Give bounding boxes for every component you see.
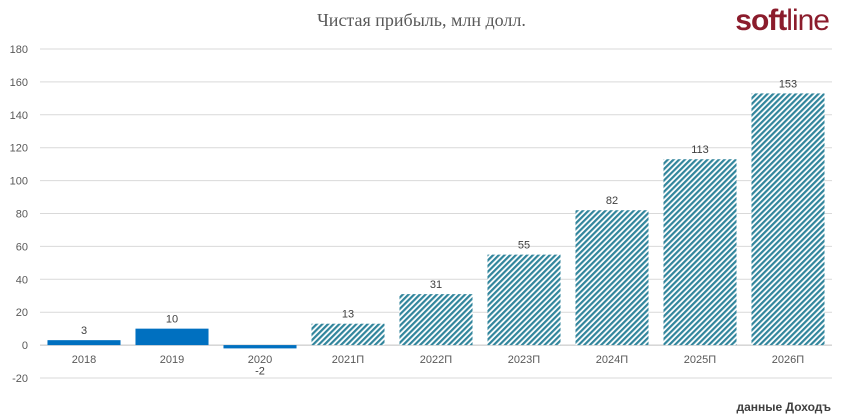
y-tick-label: 0: [22, 340, 28, 352]
data-label: 153: [779, 78, 797, 90]
bar-2021П: [311, 323, 385, 346]
y-tick-label: 40: [16, 274, 28, 286]
y-tick-label: 120: [10, 143, 28, 155]
bars: 3 10 -2 13 31 55 82 113 153: [47, 78, 825, 377]
data-label: 55: [518, 240, 530, 252]
x-tick-label: 2022П: [420, 354, 452, 366]
y-tick-label: 20: [16, 307, 28, 319]
bar-2026П: [751, 93, 825, 346]
x-tick-label: 2025П: [684, 354, 716, 366]
y-tick-label: 60: [16, 241, 28, 253]
chart-title: Чистая прибыль, млн долл.: [317, 10, 526, 30]
bar-2025П: [663, 159, 737, 346]
data-label: 10: [166, 314, 178, 326]
source-note: данные Доходъ: [736, 400, 831, 414]
x-tick-label: 2019: [160, 354, 184, 366]
data-label: 113: [691, 144, 709, 156]
bar-2020: [223, 345, 297, 349]
bar-2019: [135, 328, 209, 346]
data-label: -2: [255, 365, 265, 377]
y-axis: -20 0 20 40 60 80 100 120 140 160 180: [10, 44, 28, 385]
bar-2022П: [399, 294, 473, 346]
y-tick-label: 80: [16, 209, 28, 221]
x-tick-label: 2023П: [508, 354, 540, 366]
bar-2024П: [575, 210, 649, 346]
data-label: 31: [430, 279, 442, 291]
bar-2018: [47, 340, 121, 346]
x-axis: 2018 2019 2020 2021П 2022П 2023П 2024П 2025П 202…: [72, 354, 805, 366]
y-tick-label: 180: [10, 44, 28, 56]
data-label: 3: [81, 325, 87, 337]
y-tick-label: 100: [10, 176, 28, 188]
bar-2023П: [487, 254, 561, 346]
y-tick-label: 140: [10, 110, 28, 122]
softline-logo: softline: [735, 4, 830, 38]
logo-bold-part: soft: [735, 4, 787, 37]
y-tick-label: -20: [12, 373, 28, 385]
x-tick-label: 2020: [248, 354, 272, 366]
data-label: 13: [342, 309, 354, 321]
x-tick-label: 2024П: [596, 354, 628, 366]
x-tick-label: 2021П: [332, 354, 364, 366]
x-tick-label: 2018: [72, 354, 96, 366]
y-tick-label: 160: [10, 77, 28, 89]
logo-light-part: line: [786, 4, 830, 37]
data-label: 82: [606, 195, 618, 207]
x-tick-label: 2026П: [772, 354, 804, 366]
